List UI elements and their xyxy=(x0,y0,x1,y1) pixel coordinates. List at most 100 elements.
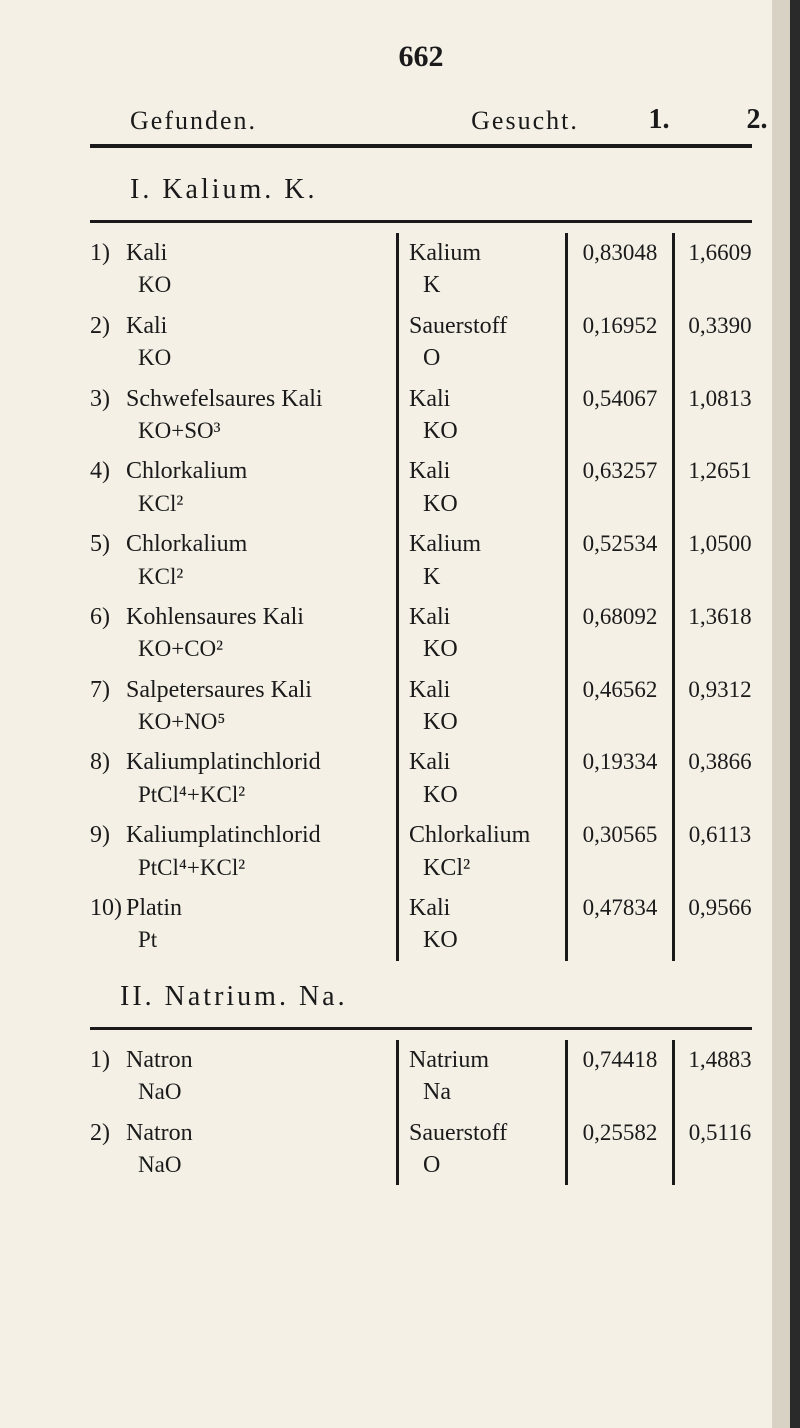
compound-name: Platin xyxy=(126,892,182,924)
compound-name-line: 4)Chlorkalium xyxy=(90,455,388,487)
value-col-2: 0,9312 xyxy=(675,670,765,743)
table-row: 1)KaliKOKaliumK0,830481,6609 xyxy=(90,233,752,306)
col-gefunden: 2)NatronNaO xyxy=(90,1113,399,1186)
value-col-2: 1,0813 xyxy=(675,379,765,452)
compound-formula: KO xyxy=(90,269,388,300)
row-number: 8) xyxy=(90,746,126,778)
sought-formula: Na xyxy=(409,1076,559,1108)
compound-name: Natron xyxy=(126,1044,193,1076)
col-gesucht: KaliKO xyxy=(399,670,568,743)
value-col-2: 0,5116 xyxy=(675,1113,765,1186)
compound-formula: Pt xyxy=(90,924,388,955)
sought-name: Kali xyxy=(409,892,559,924)
col-gesucht: KaliKO xyxy=(399,597,568,670)
section-2-title: II. Natrium. Na. xyxy=(90,961,752,1030)
table-row: 1)NatronNaONatriumNa0,744181,4883 xyxy=(90,1040,752,1113)
compound-name-line: 1)Natron xyxy=(90,1044,388,1076)
value-col-2: 1,0500 xyxy=(675,524,765,597)
compound-formula: NaO xyxy=(90,1076,388,1107)
value-col-1: 0,52534 xyxy=(568,524,675,597)
header-gesucht: Gesucht. xyxy=(450,106,600,136)
value-col-1: 0,68092 xyxy=(568,597,675,670)
row-number: 2) xyxy=(90,310,126,342)
compound-formula: PtCl⁴+KCl² xyxy=(90,779,388,810)
value-col-2: 1,2651 xyxy=(675,451,765,524)
sought-formula: K xyxy=(409,561,559,593)
page-edge xyxy=(790,0,800,1428)
compound-formula: PtCl⁴+KCl² xyxy=(90,852,388,883)
value-col-2: 0,9566 xyxy=(675,888,765,961)
col-gefunden: 7)Salpetersaures KaliKO+NO⁵ xyxy=(90,670,399,743)
compound-name-line: 2)Kali xyxy=(90,310,388,342)
sought-name: Kalium xyxy=(409,237,559,269)
value-col-2: 1,6609 xyxy=(675,233,765,306)
col-gefunden: 1)KaliKO xyxy=(90,233,399,306)
compound-formula: KO xyxy=(90,342,388,373)
compound-formula: KO+NO⁵ xyxy=(90,706,388,737)
col-gefunden: 3)Schwefelsaures KaliKO+SO³ xyxy=(90,379,399,452)
sought-formula: K xyxy=(409,269,559,301)
value-col-2: 1,3618 xyxy=(675,597,765,670)
row-number: 5) xyxy=(90,528,126,560)
value-col-1: 0,47834 xyxy=(568,888,675,961)
compound-formula: KO+SO³ xyxy=(90,415,388,446)
compound-name: Kaliumplatinchlorid xyxy=(126,746,321,778)
row-number: 7) xyxy=(90,674,126,706)
table-row: 9)KaliumplatinchloridPtCl⁴+KCl² Chlorkali… xyxy=(90,815,752,888)
col-gefunden: 6)Kohlensaures KaliKO+CO² xyxy=(90,597,399,670)
table-row: 10)PlatinPtKaliKO0,478340,9566 xyxy=(90,888,752,961)
compound-name-line: 5)Chlorkalium xyxy=(90,528,388,560)
compound-formula: KCl² xyxy=(90,561,388,592)
table-row: 8)KaliumplatinchloridPtCl⁴+KCl²KaliKO0,1… xyxy=(90,742,752,815)
col-gefunden: 4)ChlorkaliumKCl² xyxy=(90,451,399,524)
value-col-2: 0,3390 xyxy=(675,306,765,379)
sought-name: Chlorkalium xyxy=(409,819,559,851)
col-gesucht: KaliKO xyxy=(399,888,568,961)
page-edge-shadow xyxy=(772,0,790,1428)
compound-name-line: 10)Platin xyxy=(90,892,388,924)
page-number: 662 xyxy=(90,40,752,74)
sought-formula: KO xyxy=(409,488,559,520)
compound-name-line: 2)Natron xyxy=(90,1117,388,1149)
sought-name: Natrium xyxy=(409,1044,559,1076)
row-number: 10) xyxy=(90,892,126,924)
sought-formula: KO xyxy=(409,706,559,738)
compound-name: Chlorkalium xyxy=(126,455,247,487)
col-gesucht: KaliKO xyxy=(399,451,568,524)
row-number: 1) xyxy=(90,237,126,269)
compound-name: Kali xyxy=(126,310,167,342)
col-gefunden: 2)KaliKO xyxy=(90,306,399,379)
sought-name: Kali xyxy=(409,383,559,415)
section-2-body: 1)NatronNaONatriumNa0,744181,48832)Natro… xyxy=(90,1040,752,1186)
table-row: 2)NatronNaOSauerstoffO0,255820,5116 xyxy=(90,1113,752,1186)
value-col-1: 0,19334 xyxy=(568,742,675,815)
row-number: 9) xyxy=(90,819,126,851)
col-gesucht: ChlorkaliumKCl² xyxy=(399,815,568,888)
value-col-2: 0,3866 xyxy=(675,742,765,815)
sought-formula: KCl² xyxy=(409,852,559,884)
sought-name: Sauerstoff xyxy=(409,310,559,342)
value-col-1: 0,16952 xyxy=(568,306,675,379)
sought-name: Kali xyxy=(409,455,559,487)
compound-name: Chlorkalium xyxy=(126,528,247,560)
row-number: 6) xyxy=(90,601,126,633)
value-col-1: 0,46562 xyxy=(568,670,675,743)
compound-name-line: 3)Schwefelsaures Kali xyxy=(90,383,388,415)
value-col-1: 0,63257 xyxy=(568,451,675,524)
col-gesucht: KaliKO xyxy=(399,379,568,452)
compound-name: Kaliumplatinchlorid xyxy=(126,819,321,851)
sought-formula: KO xyxy=(409,924,559,956)
col-gesucht: SauerstoffO xyxy=(399,1113,568,1186)
sought-formula: KO xyxy=(409,779,559,811)
col-gesucht: NatriumNa xyxy=(399,1040,568,1113)
table-row: 7)Salpetersaures KaliKO+NO⁵KaliKO0,46562… xyxy=(90,670,752,743)
col-gefunden: 1)NatronNaO xyxy=(90,1040,399,1113)
value-col-1: 0,74418 xyxy=(568,1040,675,1113)
sought-name: Kalium xyxy=(409,528,559,560)
page: 662 Gefunden. Gesucht. 1. 2. I. Kalium. … xyxy=(0,0,800,1428)
table-row: 5)ChlorkaliumKCl²KaliumK0,525341,0500 xyxy=(90,524,752,597)
compound-name: Salpetersaures Kali xyxy=(126,674,312,706)
col-gefunden: 5)ChlorkaliumKCl² xyxy=(90,524,399,597)
sought-name: Kali xyxy=(409,674,559,706)
compound-formula: KO+CO² xyxy=(90,633,388,664)
